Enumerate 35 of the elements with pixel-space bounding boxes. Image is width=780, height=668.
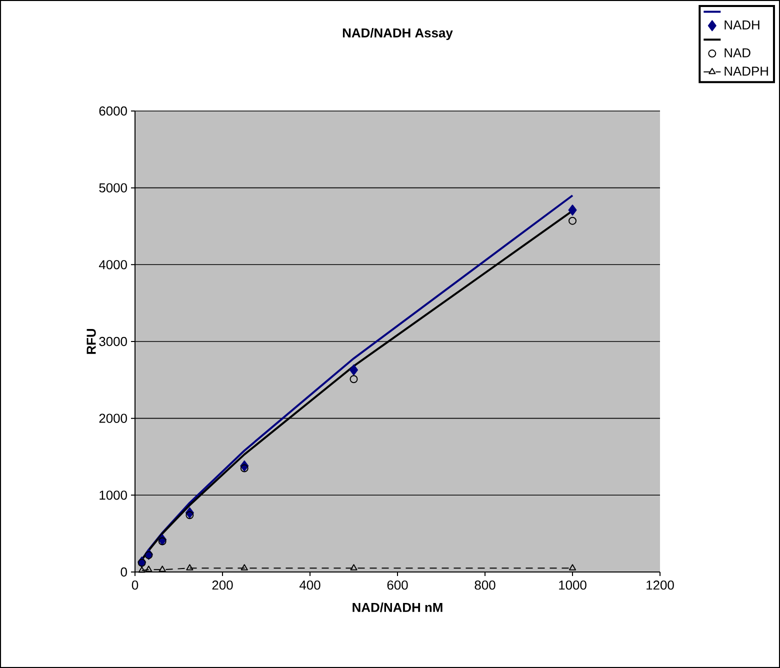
x-tick-label: 1200 — [646, 580, 674, 590]
x-tick-label: 200 — [212, 580, 233, 590]
y-tick-label: 2000 — [99, 414, 127, 423]
legend-label: NADPH — [724, 66, 768, 76]
legend-label: NAD — [724, 48, 750, 58]
point — [240, 564, 248, 570]
point — [350, 564, 358, 570]
point — [568, 216, 577, 225]
x-tick-label: 0 — [132, 580, 138, 590]
point — [158, 537, 166, 546]
point — [240, 464, 248, 472]
x-tick-label: 1000 — [559, 580, 586, 590]
point — [350, 364, 358, 376]
point — [144, 551, 153, 560]
y-axis-title: RFU — [86, 328, 96, 354]
x-tick-label: 800 — [474, 580, 496, 590]
point — [186, 564, 194, 570]
y-tick-label: 4000 — [98, 260, 127, 270]
point — [568, 564, 576, 570]
y-tick-label: 3000 — [99, 336, 127, 346]
point — [145, 566, 152, 572]
legend-label: NADH — [724, 20, 760, 30]
point — [158, 566, 166, 572]
y-tick-label: 1000 — [100, 490, 127, 500]
point — [568, 204, 577, 216]
y-tick-label: 0 — [120, 567, 127, 577]
y-tick-label: 5000 — [99, 183, 127, 192]
y-tick-label: 6000 — [99, 106, 127, 116]
chart-title: NAD/NADH Assay — [342, 28, 453, 40]
x-tick-label: 400 — [300, 580, 320, 590]
x-tick-label: 600 — [387, 580, 408, 590]
point — [350, 375, 358, 384]
point — [186, 511, 194, 520]
point — [138, 566, 146, 573]
x-axis-title: NAD/NADH nM — [352, 602, 442, 612]
